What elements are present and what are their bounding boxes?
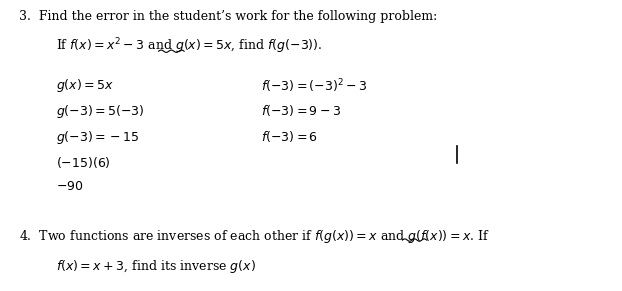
Text: $f(x) = x + 3$, find its inverse $g(x)$: $f(x) = x + 3$, find its inverse $g(x)$ bbox=[56, 258, 256, 274]
Text: If $f(x) = x^{2} - 3$ and $g(x) = 5x$, find $f(g(-3))$.: If $f(x) = x^{2} - 3$ and $g(x) = 5x$, f… bbox=[56, 36, 322, 56]
Text: $f(-3) = 6$: $f(-3) = 6$ bbox=[261, 129, 318, 144]
Text: $g(-3) = 5(-3)$: $g(-3) = 5(-3)$ bbox=[56, 103, 144, 120]
Text: $f(-3) = 9 - 3$: $f(-3) = 9 - 3$ bbox=[261, 103, 341, 118]
Text: $(-15)(6)$: $(-15)(6)$ bbox=[56, 155, 111, 170]
Text: $g(-3) = -15$: $g(-3) = -15$ bbox=[56, 129, 139, 146]
Text: 4.  Two functions are inverses of each other if $f(g(x)) = x$ and $g(f(x)) = x$.: 4. Two functions are inverses of each ot… bbox=[19, 228, 490, 245]
Text: $f(-3) = (-3)^{2} - 3$: $f(-3) = (-3)^{2} - 3$ bbox=[261, 77, 368, 95]
Text: 3.  Find the error in the student’s work for the following problem:: 3. Find the error in the student’s work … bbox=[19, 10, 437, 23]
Text: $g(x) = 5x$: $g(x) = 5x$ bbox=[56, 77, 114, 94]
Text: $-90$: $-90$ bbox=[56, 180, 83, 194]
